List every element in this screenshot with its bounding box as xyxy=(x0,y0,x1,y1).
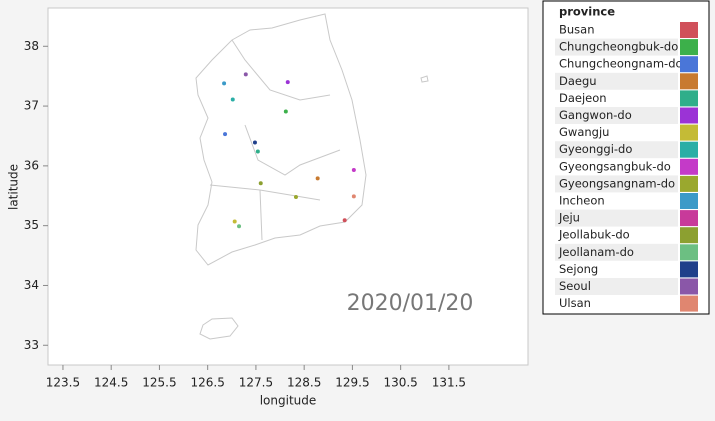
x-tick-label: 123.5 xyxy=(46,376,80,390)
legend-swatch xyxy=(680,22,698,38)
point xyxy=(223,132,228,137)
point xyxy=(285,80,290,85)
legend-row-bg xyxy=(555,278,678,295)
date-annotation: 2020/01/20 xyxy=(347,291,474,316)
legend-swatch xyxy=(680,56,698,73)
legend-swatch xyxy=(680,261,698,278)
legend-label: Gyeongsangbuk-do xyxy=(559,159,671,173)
x-tick-label: 130.5 xyxy=(383,376,417,390)
point xyxy=(283,109,288,114)
x-tick-label: 129.5 xyxy=(335,376,369,390)
x-axis-label: longitude xyxy=(260,394,317,408)
legend-swatch xyxy=(680,210,698,227)
legend-label: Gyeonggi-do xyxy=(559,142,632,156)
legend-swatch xyxy=(680,158,698,175)
legend-row-bg xyxy=(555,175,678,193)
mainland xyxy=(195,13,367,266)
legend-swatch xyxy=(680,39,698,56)
islet xyxy=(420,75,429,83)
legend-row-bg xyxy=(555,141,678,159)
point xyxy=(315,176,320,181)
legend-label: Gyeongsangnam-do xyxy=(559,176,675,190)
legend-label: Busan xyxy=(559,23,595,37)
legend-swatch xyxy=(680,141,698,158)
legend-swatch xyxy=(680,124,698,141)
province-borders xyxy=(209,39,341,241)
legend-label: Jeju xyxy=(558,211,580,225)
legend-label: Chungcheongbuk-do xyxy=(559,40,678,54)
y-tick-label: 34 xyxy=(24,278,39,292)
legend-swatch xyxy=(680,175,698,192)
point xyxy=(237,224,242,229)
plot-area xyxy=(47,7,529,366)
x-tick-label: 126.5 xyxy=(190,376,224,390)
point xyxy=(243,72,248,77)
point xyxy=(351,168,356,173)
point xyxy=(255,149,260,154)
y-tick-label: 36 xyxy=(24,158,39,172)
legend-row-bg xyxy=(555,38,678,56)
y-tick-label: 33 xyxy=(24,338,39,352)
legend-swatch xyxy=(680,227,698,244)
point xyxy=(258,181,263,186)
legend-label: Chungcheongnam-do xyxy=(559,57,683,71)
y-tick-label: 38 xyxy=(24,39,39,53)
x-tick-label: 124.5 xyxy=(94,376,128,390)
x-tick-label: 128.5 xyxy=(287,376,321,390)
y-tick-label: 37 xyxy=(24,99,39,113)
legend-label: Daegu xyxy=(559,74,597,88)
legend-label: Gwangju xyxy=(559,125,609,139)
x-tick-label: 125.5 xyxy=(142,376,176,390)
x-tick-label: 131.5 xyxy=(432,376,466,390)
legend-label: Jeollabuk-do xyxy=(558,228,630,242)
map-outline xyxy=(195,13,429,340)
legend-label: Seoul xyxy=(559,279,591,293)
legend-swatch xyxy=(680,295,698,312)
y-tick-label: 35 xyxy=(24,218,39,232)
point xyxy=(293,194,298,199)
point xyxy=(342,218,347,223)
legend-row-bg xyxy=(555,107,678,124)
legend-swatch xyxy=(680,73,698,90)
legend-swatch xyxy=(680,107,698,124)
legend-swatch xyxy=(680,244,698,261)
legend-label: Sejong xyxy=(559,262,598,276)
legend-swatch xyxy=(680,193,698,209)
point xyxy=(232,219,237,224)
legend-row-bg xyxy=(555,72,678,90)
legend: province Busan Chungcheongbuk-do Chungcheo… xyxy=(542,0,710,315)
jeju-island xyxy=(199,317,239,340)
y-axis-label: latitude xyxy=(7,164,21,210)
legend-label: Gangwon-do xyxy=(559,108,632,122)
legend-row-bg xyxy=(555,243,678,261)
point xyxy=(252,140,257,145)
point xyxy=(230,97,235,102)
legend-label: Ulsan xyxy=(559,296,591,310)
legend-swatch xyxy=(680,278,698,295)
legend-row-bg xyxy=(555,209,678,227)
legend-label: Incheon xyxy=(559,194,605,208)
legend-title: province xyxy=(559,5,615,19)
point xyxy=(351,194,356,199)
point xyxy=(222,81,227,86)
legend-label: Jeollanam-do xyxy=(558,245,634,259)
legend-swatch xyxy=(680,90,698,107)
x-tick-label: 127.5 xyxy=(239,376,273,390)
legend-label: Daejeon xyxy=(559,91,607,105)
